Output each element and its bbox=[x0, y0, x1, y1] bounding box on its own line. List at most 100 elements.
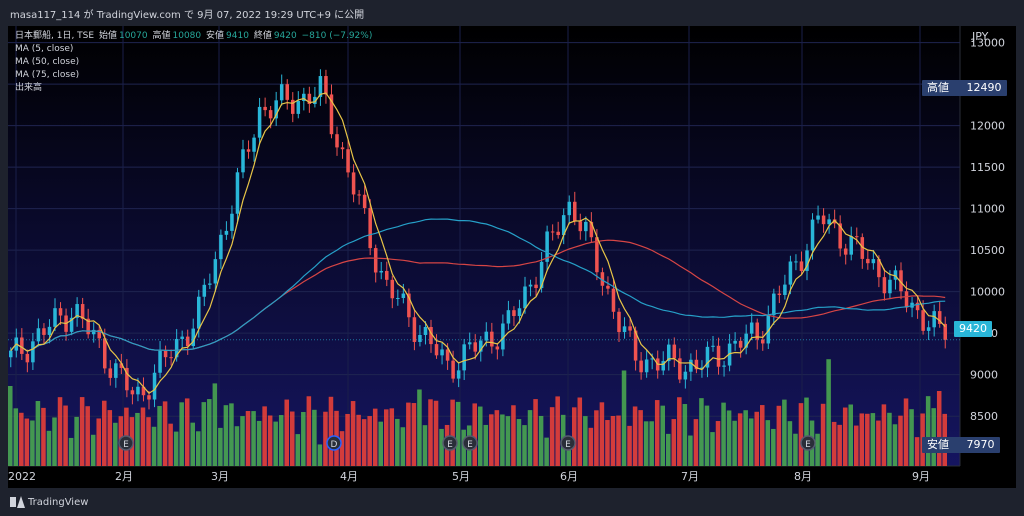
volume-bar bbox=[301, 412, 306, 466]
event-marker-label: E bbox=[467, 440, 473, 450]
candle-body bbox=[125, 367, 129, 391]
volume-bar bbox=[544, 437, 549, 466]
candle-body bbox=[672, 344, 677, 359]
volume-bar bbox=[677, 397, 682, 466]
time-axis-area bbox=[8, 466, 960, 488]
volume-bar bbox=[328, 396, 334, 466]
candle-body bbox=[401, 293, 406, 298]
candle-body bbox=[600, 272, 605, 286]
candle-body bbox=[141, 386, 146, 396]
candle-body bbox=[396, 297, 400, 299]
volume-bar bbox=[710, 432, 715, 466]
candle-body bbox=[777, 293, 782, 295]
time-tick-label: 3月 bbox=[211, 470, 229, 483]
ma5-legend[interactable]: MA (5, close) bbox=[15, 44, 74, 54]
candle-body bbox=[838, 223, 842, 249]
volume-bar bbox=[24, 418, 30, 466]
volume-bar bbox=[583, 416, 588, 466]
candle-body bbox=[639, 360, 643, 373]
volume-bar bbox=[151, 426, 157, 466]
chart-legend: 日本郵船, 1日, TSE 始値 10070 高値 10080 安値 9410 終値 9… bbox=[15, 30, 374, 95]
candle-body bbox=[821, 215, 826, 225]
volume-bar bbox=[489, 414, 494, 466]
candle-body bbox=[683, 371, 688, 380]
candle-body bbox=[899, 270, 903, 292]
candle-body bbox=[208, 283, 212, 285]
candle-body bbox=[185, 336, 190, 347]
candle-body bbox=[589, 221, 594, 238]
candle-body bbox=[158, 350, 162, 373]
candle-body bbox=[561, 215, 566, 236]
volume-bar bbox=[306, 396, 312, 466]
volume-legend[interactable]: 出来高 bbox=[15, 83, 43, 93]
last-price-tag: 9420 bbox=[954, 321, 992, 337]
candle-body bbox=[805, 250, 809, 271]
volume-bar bbox=[367, 416, 372, 466]
volume-bar bbox=[793, 433, 798, 466]
volume-bar bbox=[102, 400, 107, 466]
volume-bar bbox=[19, 412, 24, 466]
volume-bar bbox=[898, 415, 903, 466]
candle-body bbox=[268, 110, 273, 119]
candle-body bbox=[628, 326, 632, 331]
volume-bar bbox=[610, 415, 616, 466]
candle-body bbox=[429, 327, 433, 345]
volume-bar bbox=[8, 386, 13, 466]
candle-body bbox=[324, 76, 328, 95]
time-tick-label: 4月 bbox=[340, 470, 358, 483]
event-marker-label: E bbox=[447, 440, 453, 450]
low-price-tag: 安値 7970 bbox=[922, 437, 1000, 453]
volume-bar bbox=[566, 440, 571, 466]
volume-bar bbox=[815, 433, 820, 466]
candle-body bbox=[80, 304, 85, 319]
volume-bar bbox=[533, 399, 538, 466]
candle-body bbox=[932, 311, 936, 328]
volume-bar bbox=[577, 397, 583, 466]
event-marker bbox=[462, 435, 478, 451]
candle-body bbox=[357, 194, 361, 196]
volume-bar bbox=[483, 424, 489, 466]
price-tick-label: 10500 bbox=[970, 244, 1005, 257]
volume-bar bbox=[616, 415, 621, 466]
candle-body bbox=[296, 100, 301, 114]
volume-bar bbox=[632, 406, 638, 466]
volume-bar bbox=[450, 399, 455, 466]
volume-bar bbox=[57, 397, 63, 466]
candle-body bbox=[705, 346, 710, 368]
volume-bar bbox=[63, 405, 68, 466]
tradingview-logo[interactable]: TradingView bbox=[10, 496, 88, 508]
volume-bar bbox=[173, 431, 179, 466]
price-chart[interactable]: 1300012500120001150011000105001000095009… bbox=[8, 26, 1016, 488]
ma50-legend[interactable]: MA (50, close) bbox=[15, 57, 80, 67]
volume-bar bbox=[848, 404, 853, 466]
volume-bar bbox=[411, 403, 417, 466]
candle-body bbox=[174, 338, 179, 358]
volume-bar bbox=[46, 430, 52, 466]
candle-body bbox=[843, 248, 848, 255]
volume-bar bbox=[433, 400, 439, 466]
candle-body bbox=[716, 345, 721, 367]
candle-body bbox=[202, 284, 207, 297]
open-label: 始値 bbox=[98, 31, 117, 41]
volume-bar bbox=[267, 415, 273, 466]
volume-bar bbox=[638, 410, 643, 466]
ma75-legend[interactable]: MA (75, close) bbox=[15, 70, 80, 80]
candle-body bbox=[810, 219, 815, 251]
price-tick-label: 12000 bbox=[970, 120, 1005, 133]
candle-body bbox=[31, 341, 35, 363]
candle-body bbox=[528, 284, 533, 287]
volume-bar bbox=[660, 405, 665, 466]
candle-body bbox=[761, 339, 765, 344]
candle-body bbox=[689, 359, 693, 372]
candle-body bbox=[25, 353, 30, 363]
candle-body bbox=[573, 201, 577, 222]
low-label: 安値 bbox=[206, 31, 225, 41]
volume-bar bbox=[903, 398, 909, 466]
volume-bar bbox=[909, 409, 914, 466]
volume-bar bbox=[881, 404, 887, 466]
chart-pane[interactable]: 1300012500120001150011000105001000095009… bbox=[8, 26, 1016, 488]
candle-body bbox=[882, 277, 887, 294]
candle-body bbox=[727, 343, 732, 366]
candle-body bbox=[650, 358, 654, 360]
volume-bar bbox=[666, 433, 671, 466]
